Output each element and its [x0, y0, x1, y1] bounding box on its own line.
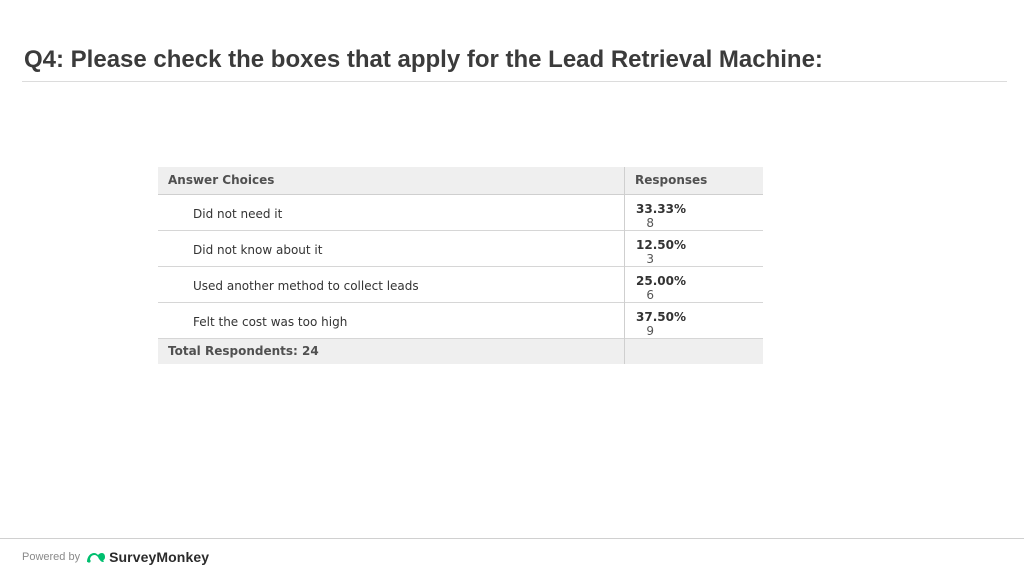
- response-cell: 33.33%8: [624, 194, 763, 230]
- surveymonkey-brand: SurveyMonkey: [109, 549, 210, 565]
- answer-choice: Felt the cost was too high: [193, 315, 348, 329]
- total-respondents: Total Respondents: 24: [168, 344, 319, 359]
- table-row: Did not need it 33.33%8: [158, 194, 763, 230]
- answer-choice: Used another method to collect leads: [193, 279, 419, 293]
- response-count: 8: [646, 215, 654, 230]
- results-table: Answer Choices Responses Did not need it…: [158, 167, 763, 364]
- answer-choice: Did not need it: [193, 207, 283, 221]
- response-percent: 25.00%: [636, 273, 686, 288]
- response-count: 3: [646, 251, 654, 266]
- answer-choices-header: Answer Choices: [158, 167, 625, 195]
- title-divider: [22, 81, 1007, 82]
- table-row: Did not know about it 12.50%3: [158, 230, 763, 266]
- response-count: 9: [646, 323, 654, 338]
- footer-divider: [0, 538, 1024, 539]
- response-count: 6: [646, 287, 654, 302]
- answer-choice: Did not know about it: [193, 243, 323, 257]
- powered-by-label: Powered by: [22, 551, 81, 563]
- slide-title: Q4: Please check the boxes that apply fo…: [24, 46, 823, 73]
- table-row: Felt the cost was too high 37.50%9: [158, 302, 763, 338]
- total-row: Total Respondents: 24: [158, 338, 763, 364]
- response-cell: 12.50%3: [624, 230, 763, 266]
- response-cell: 25.00%6: [624, 266, 763, 302]
- responses-header: Responses: [624, 167, 763, 195]
- surveymonkey-logo-icon: [87, 553, 106, 563]
- response-percent: 12.50%: [636, 237, 686, 252]
- footer: Powered by SurveyMonkey: [22, 548, 209, 566]
- response-cell: 37.50%9: [624, 302, 763, 338]
- table-row: Used another method to collect leads 25.…: [158, 266, 763, 302]
- response-percent: 37.50%: [636, 309, 686, 324]
- response-percent: 33.33%: [636, 201, 686, 216]
- total-empty-cell: [624, 338, 763, 364]
- table-header-row: Answer Choices Responses: [158, 167, 763, 195]
